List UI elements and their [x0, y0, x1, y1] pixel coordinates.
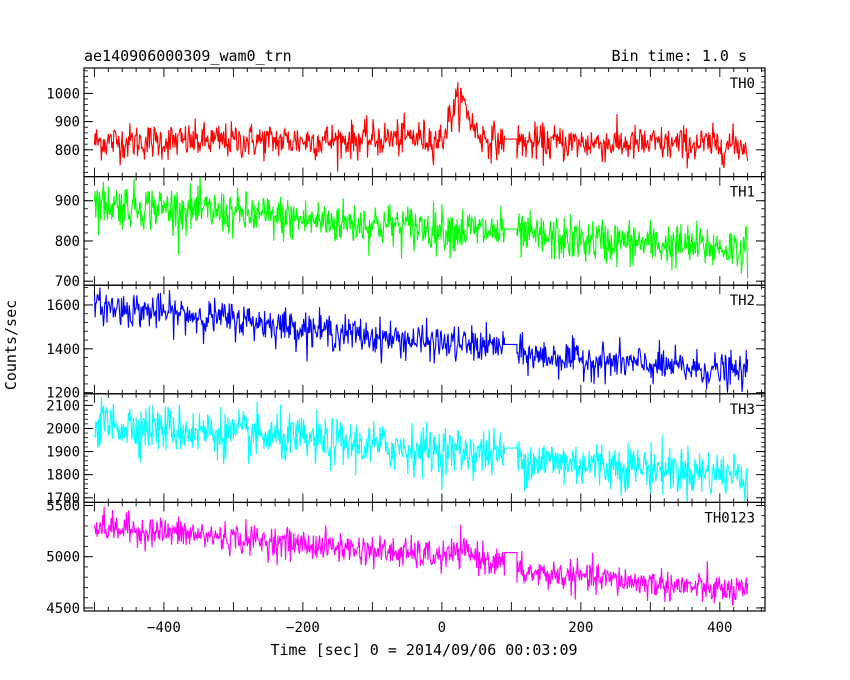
- panel-frame-th2: [83, 284, 766, 395]
- y-tick-label: 5500: [46, 498, 80, 514]
- y-tick-label: 2000: [46, 421, 80, 437]
- x-tick-label: 400: [707, 620, 732, 636]
- chart-title: ae140906000309_wam0_trn: [84, 47, 292, 65]
- y-tick-label: 1200: [46, 386, 80, 402]
- series-label-th3: TH3: [730, 402, 755, 418]
- y-tick-label: 900: [55, 194, 80, 210]
- series-line-th3: [93, 396, 749, 503]
- x-axis-title: Time [sec] 0 = 2014/09/06 00:03:09: [270, 641, 577, 659]
- y-tick-label: 800: [55, 234, 80, 250]
- series-line-th1: [93, 176, 749, 279]
- series-label-th0: TH0: [730, 76, 755, 92]
- panels-group: 800 900 1000 TH0 700 800 900 TH1 1200 1400 1600 TH2…: [46, 67, 766, 636]
- x-tick-label: −400: [147, 620, 181, 636]
- y-tick-label: 1900: [46, 445, 80, 461]
- series-label-th1: TH1: [730, 185, 755, 201]
- y-tick-label: 1800: [46, 468, 80, 484]
- y-tick-label: 1700: [46, 491, 80, 507]
- y-tick-label: 4500: [46, 601, 80, 617]
- y-tick-label: 700: [55, 274, 80, 290]
- x-tick-label: 200: [568, 620, 593, 636]
- y-tick-label: 900: [55, 115, 80, 131]
- series-line-th2: [93, 287, 749, 393]
- y-tick-label: 1400: [46, 342, 80, 358]
- y-tick-label: 1600: [46, 298, 80, 314]
- series-label-th0123: TH0123: [704, 510, 755, 526]
- y-tick-label: 5000: [46, 550, 80, 566]
- series-label-th2: TH2: [730, 293, 755, 309]
- x-tick-label: −200: [286, 620, 320, 636]
- bin-time-label: Bin time: 1.0 s: [612, 47, 747, 65]
- x-tick-label: 0: [438, 620, 446, 636]
- y-tick-label: 1000: [46, 86, 80, 102]
- series-line-th0: [93, 82, 749, 172]
- y-tick-label: 2100: [46, 398, 80, 414]
- series-line-th0123: [93, 506, 749, 606]
- y-tick-label: 800: [55, 143, 80, 159]
- panel-frame-th0123: [83, 501, 766, 612]
- y-axis-title: Counts/sec: [2, 300, 20, 390]
